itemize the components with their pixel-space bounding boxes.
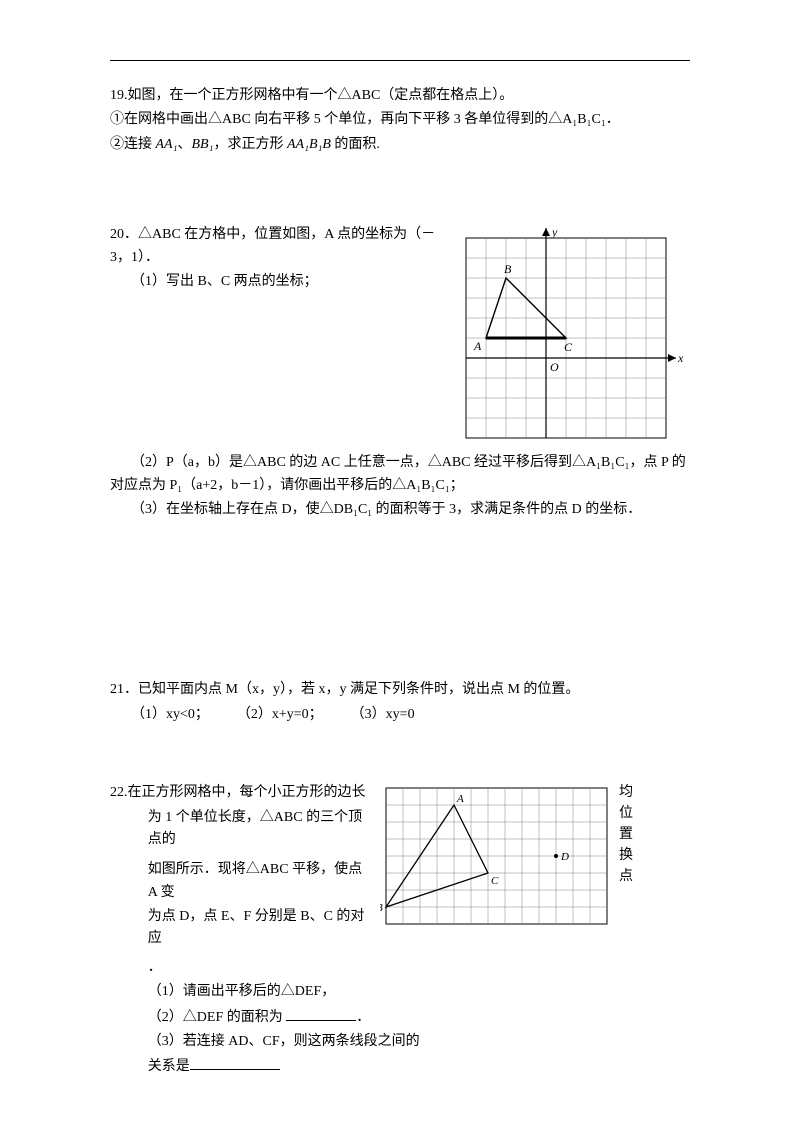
q20-sub1: （1）写出 B、C 两点的坐标； xyxy=(110,271,442,293)
q20-sub3: （3）在坐标轴上存在点 D，使△DB₁C₁ 的面积等于 3，求满足条件的点 D … xyxy=(110,499,690,521)
q22-sub1: （1）请画出平移后的△DEF， xyxy=(110,981,690,1003)
question-21: 21．已知平面内点 M（x，y），若 x，y 满足下列条件时，说出点 M 的位置… xyxy=(110,679,690,726)
q21-opts: （1）xy<0； （2）x+y=0； （3）xy=0 xyxy=(110,704,690,726)
q20-line1: 20．△ABC 在方格中，位置如图，A 点的坐标为（－3，1）． xyxy=(110,224,442,269)
question-22: 22.在正方形网格中，每个小正方形的边长 为 1 个单位长度，△ABC 的三个顶… xyxy=(110,782,690,1079)
svg-text:B: B xyxy=(380,902,383,914)
svg-text:A: A xyxy=(456,793,464,805)
q22-rc-0: 均 xyxy=(619,782,637,803)
top-rule xyxy=(110,60,690,61)
q22-sub3b: 关系是 xyxy=(110,1055,690,1078)
q19-l3-pre: ②连接 xyxy=(110,137,156,152)
q19-bb1: BB₁ xyxy=(191,137,213,152)
q19-l3-post: 的面积. xyxy=(331,137,380,152)
q22-sub3b-text: 关系是 xyxy=(148,1059,190,1074)
q22-l2b: 为点 D，点 E、F 分别是 B、C 的对应 xyxy=(110,906,370,951)
q19-sep: 、 xyxy=(177,137,191,152)
svg-text:C: C xyxy=(564,340,573,354)
q22-rc-4: 点 xyxy=(619,866,637,887)
svg-text:y: y xyxy=(551,225,558,239)
q21-line1: 21．已知平面内点 M（x，y），若 x，y 满足下列条件时，说出点 M 的位置… xyxy=(110,679,690,701)
svg-text:C: C xyxy=(491,875,499,887)
q22-figure: A B C D xyxy=(380,782,613,930)
q19-line2: ①在网格中画出△ABC 向右平移 5 个单位，再向下平移 3 各单位得到的△A₁… xyxy=(110,109,690,131)
q20-sub2: （2）P（a，b）是△ABC 的边 AC 上任意一点，△ABC 经过平移后得到△… xyxy=(110,452,690,497)
q19-aabb: AA₁B₁B xyxy=(287,137,331,152)
svg-text:B: B xyxy=(504,262,512,276)
question-20: 20．△ABC 在方格中，位置如图，A 点的坐标为（－3，1）． （1）写出 B… xyxy=(110,224,690,521)
q22-dot: ． xyxy=(110,957,690,979)
svg-text:O: O xyxy=(550,360,559,374)
q22-right-chars: 均 位 置 换 点 xyxy=(619,782,637,887)
question-19: 19.如图，在一个正方形网格中有一个△ABC（定点都在格点上）。 ①在网格中画出… xyxy=(110,85,690,156)
q22-l2a: 如图所示．现将△ABC 平移，使点 A 变 xyxy=(110,859,370,904)
q20-figure: x y O A B C xyxy=(452,224,690,452)
q22-blank-relation[interactable] xyxy=(190,1055,280,1070)
q22-sub3a: （3）若连接 AD、CF，则这两条线段之间的 xyxy=(110,1031,690,1053)
q22-sub2-pre: （2）△DEF 的面积为 xyxy=(148,1010,286,1025)
q22-rc-3: 换 xyxy=(619,845,637,866)
q19-l3-mid: ，求正方形 xyxy=(213,137,287,152)
q22-l1a: 22.在正方形网格中，每个小正方形的边长 xyxy=(110,782,370,804)
q22-blank-area[interactable] xyxy=(286,1006,356,1021)
q22-rc-1: 位 xyxy=(619,803,637,824)
q19-line1: 19.如图，在一个正方形网格中有一个△ABC（定点都在格点上）。 xyxy=(110,85,690,107)
q22-sub2-post: ． xyxy=(356,1010,370,1025)
q22-rc-2: 置 xyxy=(619,824,637,845)
svg-text:D: D xyxy=(560,851,569,863)
q22-sub2: （2）△DEF 的面积为 ． xyxy=(110,1006,690,1029)
svg-text:x: x xyxy=(677,351,684,365)
svg-text:A: A xyxy=(473,339,482,353)
q19-aa1: AA₁ xyxy=(156,137,178,152)
q22-l1b: 为 1 个单位长度，△ABC 的三个顶点的 xyxy=(110,807,370,852)
q19-line3: ②连接 AA₁、BB₁，求正方形 AA₁B₁B 的面积. xyxy=(110,134,690,156)
